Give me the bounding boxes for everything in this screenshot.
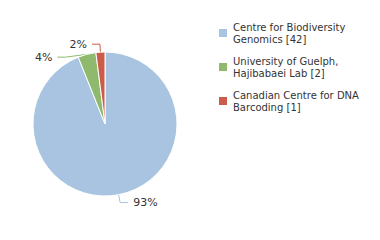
svg-text:Barcoding [1]: Barcoding [1] — [233, 102, 301, 113]
svg-text:Hajibabaei Lab [2]: Hajibabaei Lab [2] — [233, 68, 325, 79]
svg-text:4%: 4% — [35, 51, 52, 64]
svg-text:Genomics [42]: Genomics [42] — [233, 34, 306, 45]
svg-text:Centre for Biodiversity: Centre for Biodiversity — [233, 22, 346, 33]
svg-text:2%: 2% — [69, 38, 86, 51]
svg-text:University of Guelph,: University of Guelph, — [233, 56, 338, 67]
svg-text:Canadian Centre for DNA: Canadian Centre for DNA — [233, 90, 359, 101]
svg-text:93%: 93% — [133, 196, 157, 209]
